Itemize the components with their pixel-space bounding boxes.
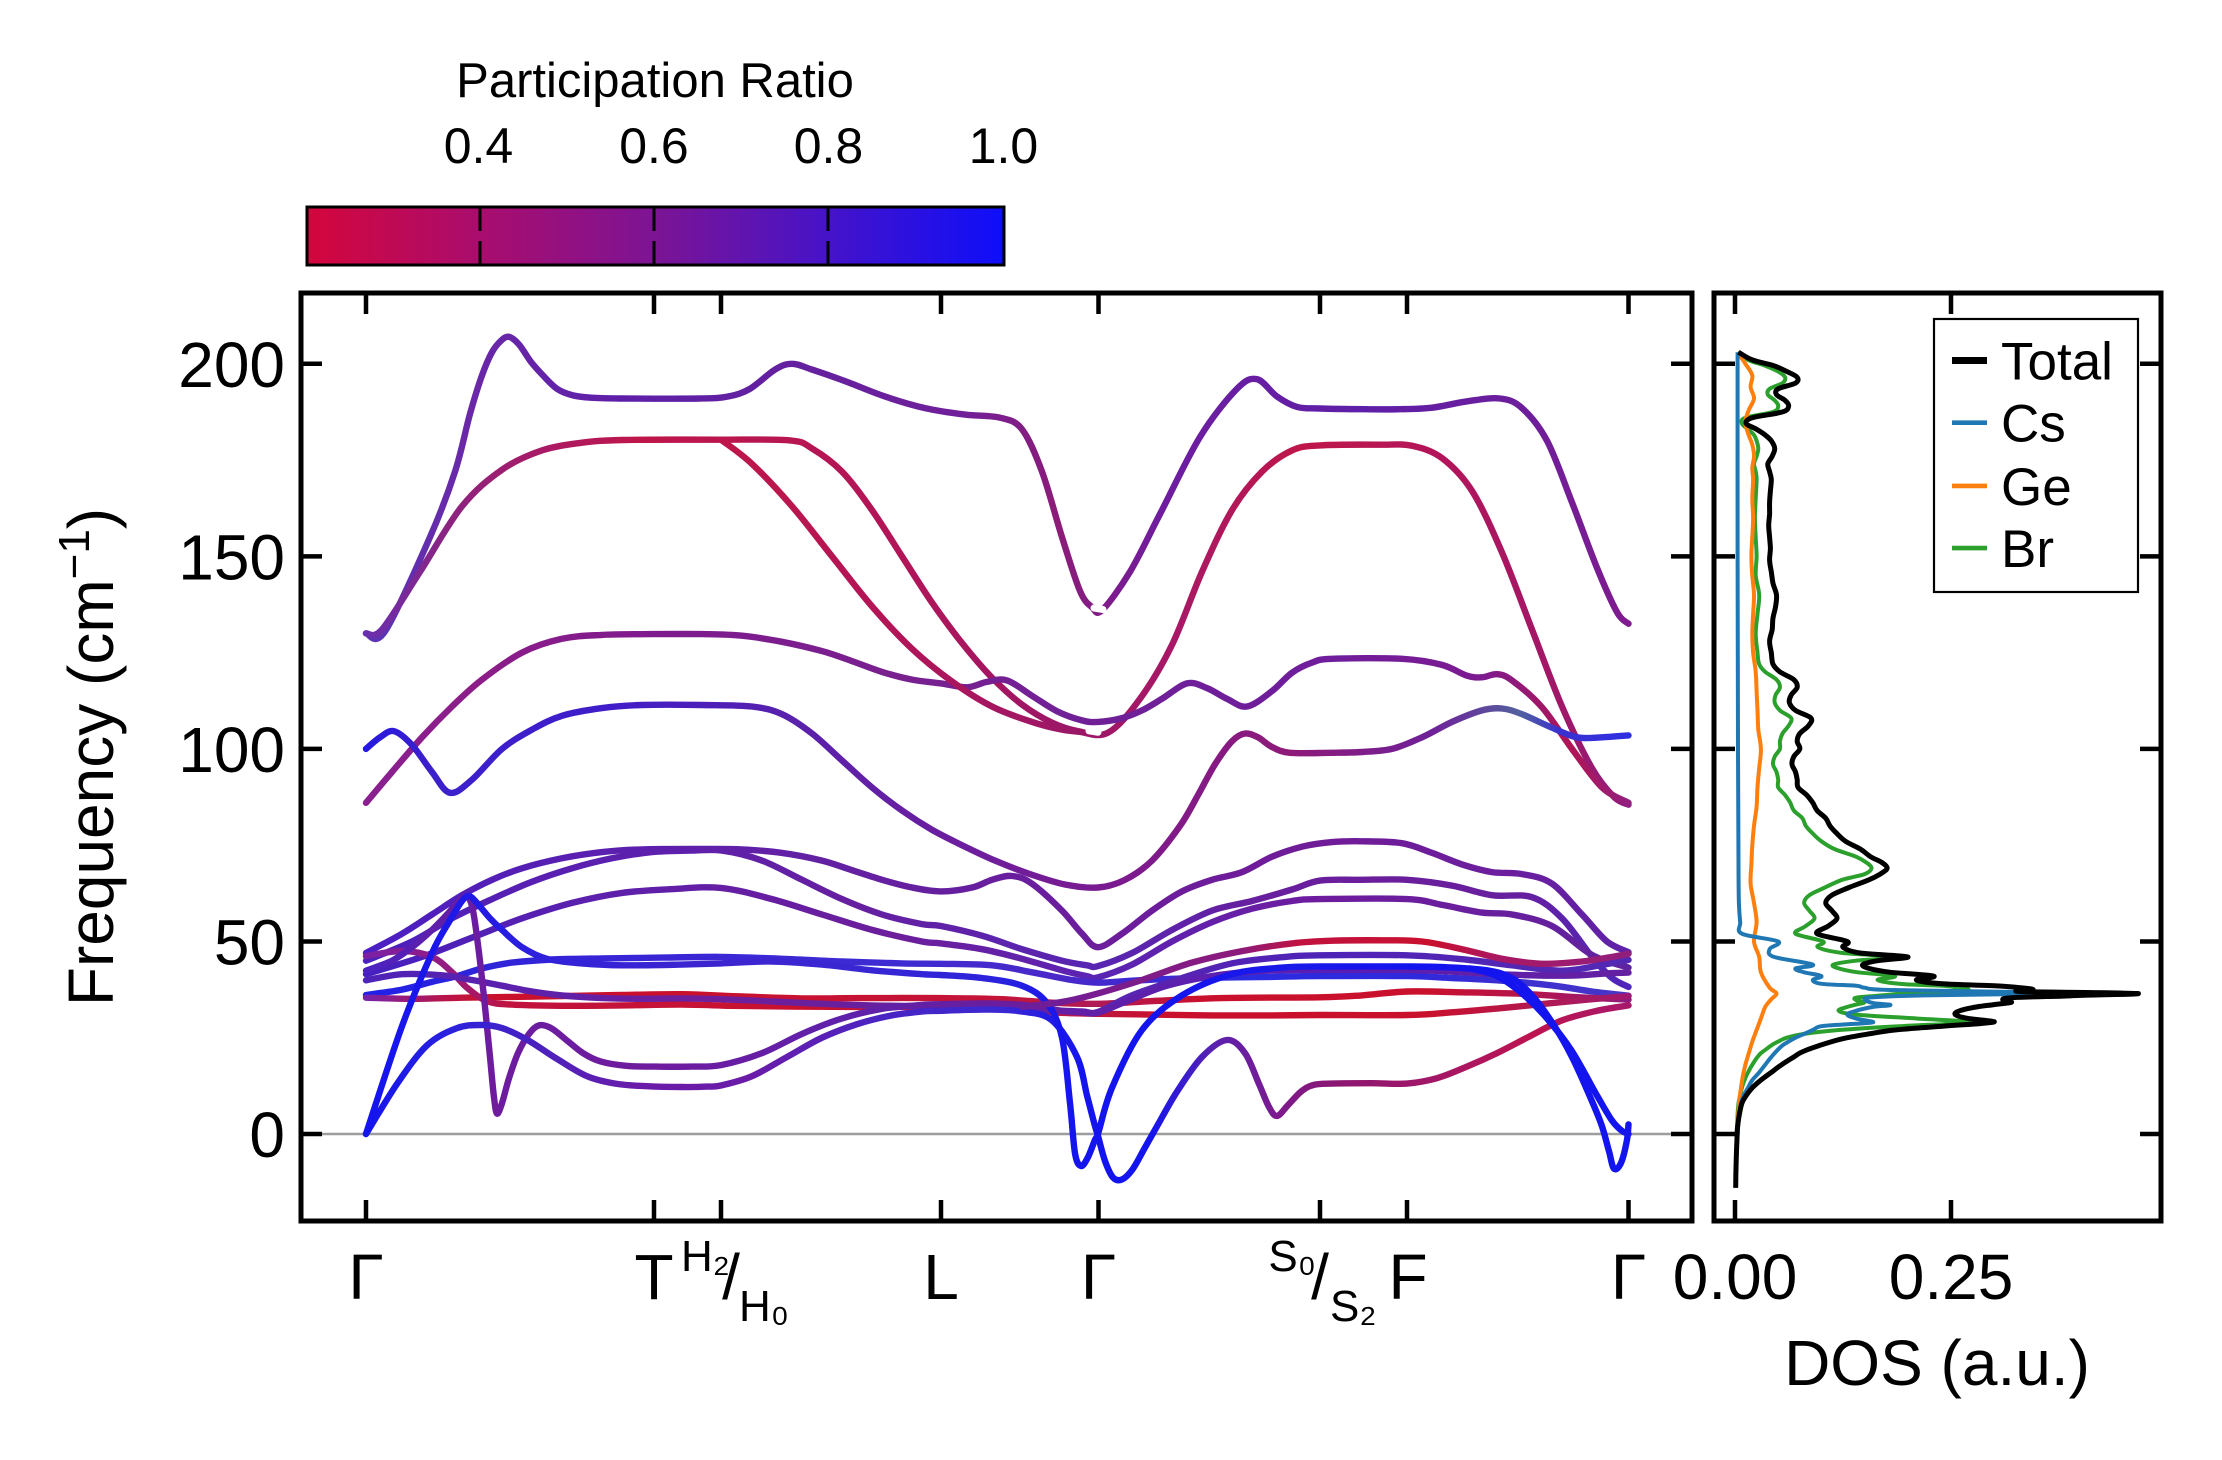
svg-text:Br: Br	[2001, 520, 2054, 579]
svg-text:DOS (a.u.): DOS (a.u.)	[1784, 1327, 2090, 1399]
svg-text:200: 200	[178, 329, 285, 401]
svg-text:Ge: Ge	[2001, 458, 2072, 517]
svg-text:Γ: Γ	[348, 1241, 383, 1313]
svg-text:L: L	[923, 1241, 959, 1313]
svg-text:0.00: 0.00	[1673, 1241, 1798, 1313]
svg-text:50: 50	[214, 907, 285, 979]
svg-text:0: 0	[249, 1099, 285, 1171]
svg-text:Γ: Γ	[1081, 1241, 1116, 1313]
svg-text:Frequency (cm−1): Frequency (cm−1)	[50, 508, 128, 1006]
svg-text:Γ: Γ	[1611, 1241, 1646, 1313]
svg-text:100: 100	[178, 714, 285, 786]
svg-text:0.8: 0.8	[794, 118, 864, 174]
svg-text:0.6: 0.6	[619, 118, 689, 174]
svg-text:H₀: H₀	[739, 1282, 789, 1331]
svg-text:H₂: H₂	[681, 1232, 730, 1281]
svg-text:T: T	[634, 1241, 673, 1313]
svg-text:Cs: Cs	[2001, 395, 2066, 454]
svg-text:150: 150	[178, 521, 285, 593]
svg-text:Total: Total	[2001, 333, 2113, 392]
svg-text:/: /	[722, 1241, 740, 1313]
svg-text:0.4: 0.4	[444, 118, 514, 174]
svg-text:1.0: 1.0	[969, 118, 1039, 174]
svg-text:/: /	[1311, 1241, 1329, 1313]
svg-text:0.25: 0.25	[1889, 1241, 2014, 1313]
svg-text:S₀: S₀	[1268, 1232, 1316, 1281]
svg-text:Participation Ratio: Participation Ratio	[456, 54, 854, 108]
svg-text:F: F	[1388, 1241, 1427, 1313]
svg-text:S₂: S₂	[1330, 1282, 1376, 1331]
